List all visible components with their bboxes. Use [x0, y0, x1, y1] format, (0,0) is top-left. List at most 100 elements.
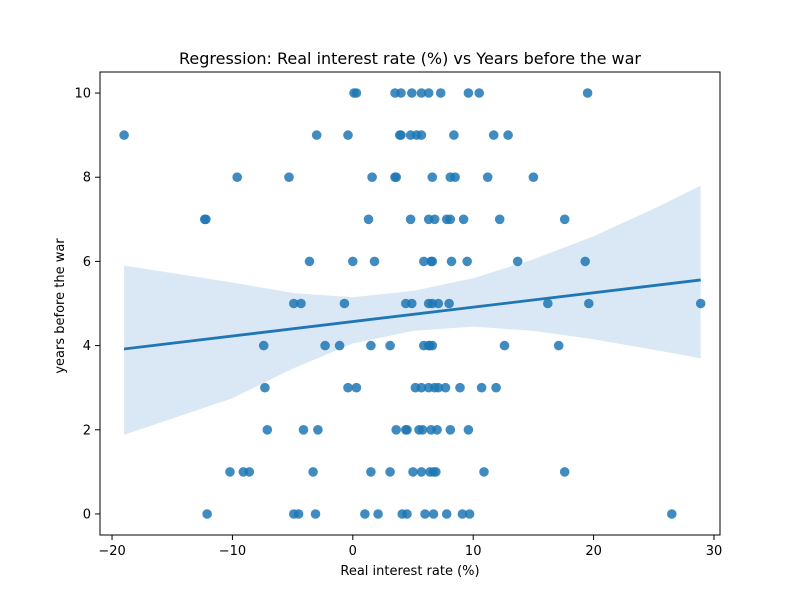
chart-title: Regression: Real interest rate (%) vs Ye…: [179, 49, 641, 68]
data-point: [446, 256, 457, 267]
data-point: [419, 256, 429, 267]
data-point: [479, 467, 489, 477]
data-point: [427, 172, 438, 182]
data-point: [258, 340, 269, 351]
y-axis-label: years before the war: [53, 238, 68, 374]
data-point: [488, 130, 499, 140]
data-point: [420, 509, 430, 519]
x-tick-label: 20: [585, 544, 602, 559]
data-point: [343, 382, 353, 393]
data-point: [402, 509, 412, 519]
data-point: [482, 172, 493, 182]
data-point: [407, 298, 417, 309]
data-point: [391, 172, 402, 182]
x-tick-label: −10: [219, 544, 246, 559]
data-point: [367, 172, 377, 182]
data-point: [444, 298, 454, 309]
data-point: [559, 467, 570, 477]
data-point: [450, 172, 460, 182]
data-point: [416, 382, 427, 393]
data-point: [494, 214, 505, 225]
data-point: [284, 172, 294, 182]
y-tick-label: 10: [74, 87, 91, 102]
data-point: [427, 340, 438, 351]
data-point: [348, 256, 358, 267]
data-point: [313, 425, 323, 435]
data-point: [366, 340, 376, 351]
y-tick-label: 6: [83, 255, 91, 270]
data-point: [503, 130, 513, 140]
data-point: [296, 298, 306, 309]
data-point: [366, 467, 376, 477]
y-tick-label: 8: [83, 171, 91, 186]
data-point: [429, 214, 440, 225]
data-point: [373, 509, 383, 519]
data-point: [232, 172, 242, 182]
data-point: [428, 509, 439, 519]
data-point: [351, 88, 362, 98]
data-point: [499, 340, 510, 351]
data-point: [464, 509, 475, 519]
data-point: [432, 425, 442, 435]
data-point: [225, 467, 235, 477]
data-point: [119, 130, 129, 140]
data-point: [262, 425, 273, 435]
data-point: [553, 340, 564, 351]
data-point: [695, 298, 706, 309]
data-point: [416, 467, 427, 477]
data-point: [512, 256, 523, 267]
data-point: [463, 425, 474, 435]
axes-frame: [99, 71, 721, 536]
data-point: [559, 214, 570, 225]
data-point: [343, 130, 353, 140]
data-point: [463, 88, 474, 98]
data-point: [491, 382, 501, 393]
data-point: [416, 130, 427, 140]
data-point: [304, 256, 315, 267]
x-axis-label: Real interest rate (%): [340, 564, 479, 579]
data-point: [391, 425, 402, 435]
data-point: [580, 256, 590, 267]
data-point: [363, 214, 374, 225]
data-point: [396, 88, 406, 98]
data-point: [445, 214, 456, 225]
data-point: [369, 256, 380, 267]
data-point: [298, 425, 309, 435]
data-point: [311, 130, 322, 140]
data-point: [441, 509, 452, 519]
plot-area: −20 −10 0 10 20 30 0 2 4 6 8 10: [74, 71, 723, 559]
data-point: [308, 467, 318, 477]
data-point: [476, 382, 487, 393]
data-point: [339, 298, 350, 309]
data-point: [405, 214, 416, 225]
data-point: [584, 298, 594, 309]
data-point: [360, 509, 370, 519]
data-point: [407, 88, 417, 98]
x-tick-label: −20: [98, 544, 125, 559]
data-point: [385, 340, 395, 351]
data-point: [244, 467, 255, 477]
data-point: [293, 509, 304, 519]
data-point: [667, 509, 677, 519]
x-tick-label: 30: [706, 544, 723, 559]
data-point: [474, 88, 485, 98]
data-point: [334, 340, 345, 351]
data-point: [582, 88, 593, 98]
data-point: [416, 88, 427, 98]
x-tick-label: 10: [465, 544, 482, 559]
data-point: [433, 298, 444, 309]
x-tick-label: 0: [349, 544, 357, 559]
data-point: [455, 382, 465, 393]
data-point: [289, 298, 299, 309]
data-point: [396, 130, 406, 140]
data-point: [260, 382, 270, 393]
data-point: [202, 509, 212, 519]
data-point: [445, 425, 456, 435]
data-point: [435, 88, 446, 98]
data-point: [543, 298, 553, 309]
data-point: [433, 382, 444, 393]
data-point: [458, 214, 469, 225]
data-point: [417, 425, 428, 435]
data-point: [402, 425, 412, 435]
data-point: [528, 172, 539, 182]
